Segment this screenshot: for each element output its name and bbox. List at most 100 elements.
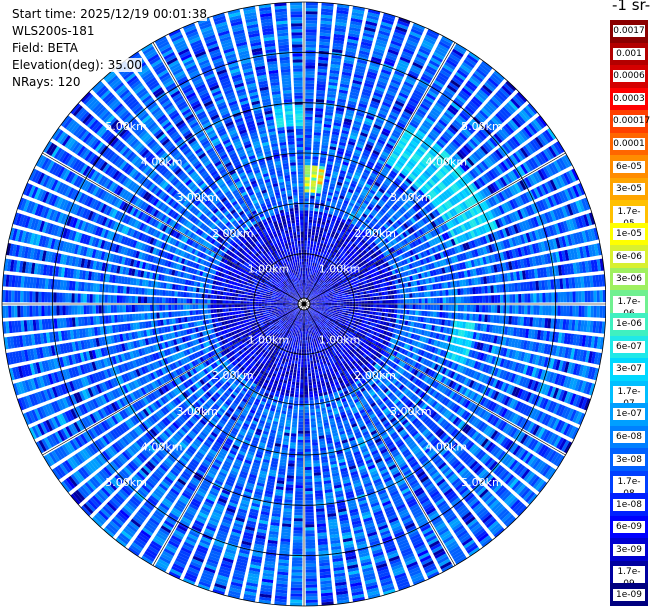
range-gate-cell: [494, 305, 498, 313]
range-gate-cell: [323, 271, 327, 275]
range-gate-cell: [339, 138, 347, 144]
range-gate-cell: [326, 262, 331, 266]
range-gate-cell: [391, 167, 400, 174]
range-gate-cell: [340, 192, 346, 197]
range-gate-cell: [305, 77, 315, 81]
range-gate-cell: [342, 254, 347, 259]
range-gate-cell: [357, 210, 363, 216]
range-gate-cell: [313, 256, 317, 261]
range-gate-cell: [313, 286, 317, 290]
range-gate-cell: [304, 225, 308, 229]
range-gate-cell: [433, 304, 437, 311]
range-gate-cell: [338, 175, 345, 181]
range-gate-cell: [461, 87, 472, 97]
range-gate-cell: [328, 302, 332, 304]
range-gate-cell: [305, 65, 316, 69]
range-gate-cell: [313, 132, 321, 136]
range-gate-cell: [317, 285, 321, 289]
range-gate-cell: [351, 220, 357, 226]
range-gate-cell: [397, 175, 404, 182]
range-gate-cell: [349, 135, 358, 140]
range-gate-cell: [411, 287, 416, 292]
range-gate-cell: [407, 36, 420, 44]
range-gate-cell: [327, 160, 334, 165]
range-gate-cell: [325, 169, 332, 174]
range-gate-cell: [327, 242, 331, 246]
range-gate-cell: [448, 82, 459, 91]
range-gate-cell: [325, 111, 334, 116]
range-gate-cell: [327, 266, 331, 270]
range-gate-cell: [427, 298, 431, 304]
range-gate-cell: [304, 279, 306, 283]
range-gate-cell: [323, 126, 331, 131]
range-gate-cell: [335, 187, 341, 192]
range-gate-cell: [343, 59, 355, 65]
range-gate-cell: [312, 262, 315, 267]
range-gate-cell: [435, 77, 446, 86]
range-gate-cell: [413, 153, 421, 161]
range-gate-cell: [323, 274, 327, 279]
range-gate-cell: [361, 129, 369, 135]
range-gate-cell: [305, 125, 313, 130]
range-gate-cell: [305, 41, 317, 45]
range-gate-cell: [348, 225, 353, 231]
range-gate-cell: [365, 287, 369, 291]
range-gate-cell: [358, 103, 368, 109]
range-gate-cell: [412, 292, 416, 298]
range-gate-cell: [321, 280, 325, 284]
range-gate-cell: [386, 189, 393, 196]
range-gate-cell: [348, 202, 355, 207]
range-gate-cell: [584, 305, 588, 318]
range-gate-cell: [331, 174, 338, 179]
range-gate-cell: [353, 240, 359, 246]
range-gate-cell: [427, 311, 431, 317]
range-gate-cell: [388, 46, 400, 53]
range-gate-cell: [401, 134, 410, 142]
range-gate-cell: [456, 94, 467, 104]
range-gate-cell: [364, 307, 368, 311]
range-gate-cell: [430, 304, 434, 311]
range-gate-cell: [360, 313, 364, 317]
range-gate-cell: [317, 251, 321, 256]
range-gate-cell: [367, 11, 380, 18]
range-gate-cell: [368, 65, 380, 71]
range-gate-cell: [311, 271, 315, 276]
range-gate-cell: [353, 73, 364, 80]
range-gate-cell: [361, 202, 368, 208]
range-gate-cell: [343, 155, 351, 161]
range-gate-cell: [309, 249, 313, 254]
range-gate-cell: [369, 311, 374, 315]
range-gate-cell: [316, 280, 319, 284]
range-gate-cell: [315, 257, 319, 261]
range-gate-cell: [350, 230, 356, 236]
range-gate-cell: [358, 307, 362, 310]
range-gate-cell: [319, 205, 325, 210]
range-gate-cell: [308, 258, 311, 263]
range-gate-cell: [379, 199, 386, 205]
range-gate-cell: [314, 204, 319, 209]
range-gate-cell: [357, 295, 362, 298]
range-gate-cell: [320, 11, 333, 16]
range-gate-cell: [382, 304, 386, 308]
range-gate-cell: [596, 290, 600, 303]
range-gate-cell: [351, 180, 358, 186]
range-gate-cell: [305, 270, 308, 274]
range-gate-cell: [379, 300, 383, 304]
range-gate-cell: [388, 114, 398, 121]
range-gate-cell: [393, 73, 404, 80]
range-gate-cell: [305, 285, 307, 290]
range-gate-cell: [460, 304, 465, 312]
range-gate-cell: [335, 110, 344, 115]
range-gate-cell: [411, 64, 422, 72]
range-gate-cell: [332, 45, 344, 51]
range-gate-cell: [327, 191, 334, 196]
range-gate-cell: [348, 233, 354, 238]
range-gate-cell: [319, 302, 323, 304]
range-gate-cell: [338, 292, 342, 295]
range-gate-cell: [312, 285, 315, 289]
range-gate-cell: [305, 110, 313, 114]
range-gate-cell: [442, 64, 454, 73]
range-gate-cell: [386, 51, 398, 59]
range-gate-cell: [431, 107, 442, 116]
range-gate-cell: [394, 304, 398, 309]
